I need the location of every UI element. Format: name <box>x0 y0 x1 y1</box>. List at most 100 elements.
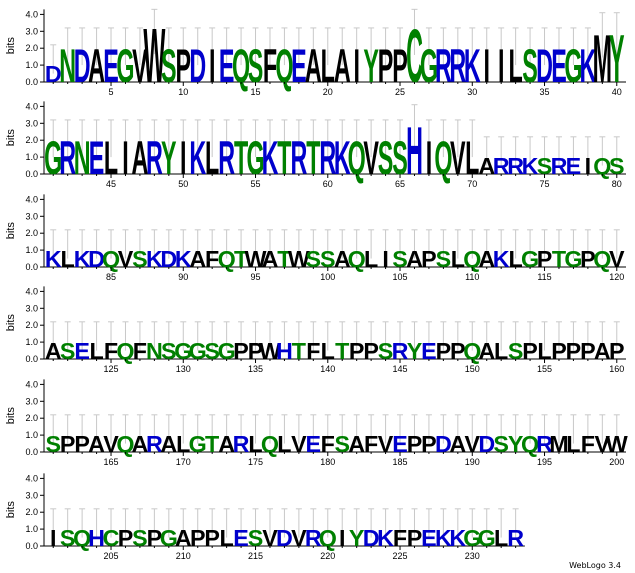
y-tick-label: 4.0 <box>25 9 38 19</box>
logo-letter-45: L <box>104 131 118 184</box>
logo-letter-57: T <box>277 131 291 184</box>
logo-letter-108: S <box>436 246 452 272</box>
logo-letter-94: T <box>234 246 249 272</box>
logo-letter-196: M <box>549 431 568 457</box>
logo-letter-111: A <box>478 246 495 272</box>
logo-letter-67: I <box>426 131 432 184</box>
logo-letter-203: Q <box>73 525 91 551</box>
logo-letter-60: R <box>319 131 336 184</box>
logo-letter-228: K <box>435 525 452 551</box>
logo-letter-59: T <box>306 131 320 184</box>
logo-letter-218: V <box>291 525 307 551</box>
logo-letter-113: L <box>509 246 523 272</box>
x-tick-label: 35 <box>540 87 550 97</box>
x-tick-label: 200 <box>609 457 624 467</box>
logo-letter-230: G <box>463 525 481 551</box>
logo-letter-103: L <box>364 246 378 272</box>
logo-letter-35: D <box>536 39 553 92</box>
logo-letter-156: P <box>551 338 567 364</box>
logo-letter-110: Q <box>463 246 481 272</box>
logo-letter-215: S <box>248 525 264 551</box>
logo-letter-48: R <box>146 131 163 184</box>
logo-letter-170: L <box>176 431 190 457</box>
logo-letter-121: A <box>45 338 62 364</box>
logo-letter-221: I <box>339 525 345 551</box>
y-tick-label: 1.0 <box>25 430 38 440</box>
y-axis-label: bits <box>5 222 17 240</box>
logo-letter-127: F <box>133 338 147 364</box>
logo-letter-88: K <box>146 246 163 272</box>
logo-letter-79: Q <box>593 153 611 179</box>
logo-letter-17: Q <box>275 39 293 92</box>
y-tick-label: 0.0 <box>25 262 38 272</box>
logo-letter-118: P <box>580 246 596 272</box>
logo-letter-185: E <box>392 431 408 457</box>
x-tick-label: 185 <box>393 457 408 467</box>
x-tick-label: 210 <box>176 551 191 561</box>
logo-letter-42: R <box>59 131 76 184</box>
logo-letter-66: H <box>406 112 423 188</box>
logo-letter-70: L <box>465 131 479 184</box>
logo-letter-164: A <box>88 431 105 457</box>
logo-letter-209: G <box>160 525 178 551</box>
logo-letter-16: F <box>263 39 277 92</box>
logo-letter-176: Q <box>261 431 279 457</box>
logo-letter-97: T <box>277 246 292 272</box>
y-tick-label: 0.0 <box>25 447 38 457</box>
logo-letter-159: A <box>594 338 611 364</box>
logo-letter-44: E <box>89 131 105 184</box>
logo-letter-188: D <box>435 431 452 457</box>
y-tick-label: 3.0 <box>25 118 38 128</box>
x-tick-label: 90 <box>178 272 188 282</box>
logo-letter-12: I <box>209 39 215 92</box>
logo-letter-181: S <box>334 431 350 457</box>
x-tick-label: 105 <box>393 272 408 282</box>
logo-letter-30: K <box>464 39 481 92</box>
logo-letter-186: P <box>407 431 423 457</box>
logo-letter-224: K <box>377 525 394 551</box>
logo-letter-173: A <box>218 431 235 457</box>
logo-letter-49: Y <box>161 131 177 184</box>
logo-letter-98: W <box>288 246 311 272</box>
logo-letter-158: P <box>580 338 596 364</box>
logo-letter-197: L <box>566 431 580 457</box>
logo-letter-68: Q <box>434 131 452 184</box>
logo-letter-153: S <box>508 338 524 364</box>
x-tick-label: 55 <box>251 179 261 189</box>
logo-letter-14: Q <box>232 39 250 92</box>
x-tick-label: 5 <box>109 87 114 97</box>
logo-letter-155: L <box>537 338 551 364</box>
logo-letter-114: G <box>521 246 539 272</box>
x-tick-label: 225 <box>393 551 408 561</box>
x-tick-label: 220 <box>320 551 335 561</box>
y-axis-label: bits <box>5 129 17 147</box>
logo-letter-233: R <box>507 525 524 551</box>
x-tick-label: 150 <box>465 364 480 374</box>
logo-letter-105: S <box>392 246 408 272</box>
logo-letter-183: F <box>364 431 378 457</box>
logo-letter-195: R <box>536 431 553 457</box>
logo-letter-223: D <box>363 525 380 551</box>
y-tick-label: 2.0 <box>25 507 38 517</box>
y-tick-label: 4.0 <box>25 101 38 111</box>
x-tick-label: 100 <box>320 272 335 282</box>
logo-letter-200: W <box>606 431 629 457</box>
logo-letter-95: W <box>245 246 268 272</box>
logo-letter-148: P <box>436 338 452 364</box>
x-tick-label: 130 <box>176 364 191 374</box>
logo-letter-229: K <box>449 525 466 551</box>
logo-letter-64: S <box>378 131 394 184</box>
logo-letter-75: S <box>537 153 553 179</box>
logo-letter-85: Q <box>102 246 120 272</box>
logo-letter-25: P <box>392 39 408 92</box>
logo-letter-51: K <box>189 131 206 184</box>
logo-letter-177: L <box>277 431 291 457</box>
logo-letter-131: G <box>189 338 207 364</box>
logo-letter-187: P <box>421 431 437 457</box>
logo-letter-63: V <box>363 131 379 184</box>
logo-letter-116: T <box>552 246 567 272</box>
logo-letter-133: G <box>218 338 236 364</box>
